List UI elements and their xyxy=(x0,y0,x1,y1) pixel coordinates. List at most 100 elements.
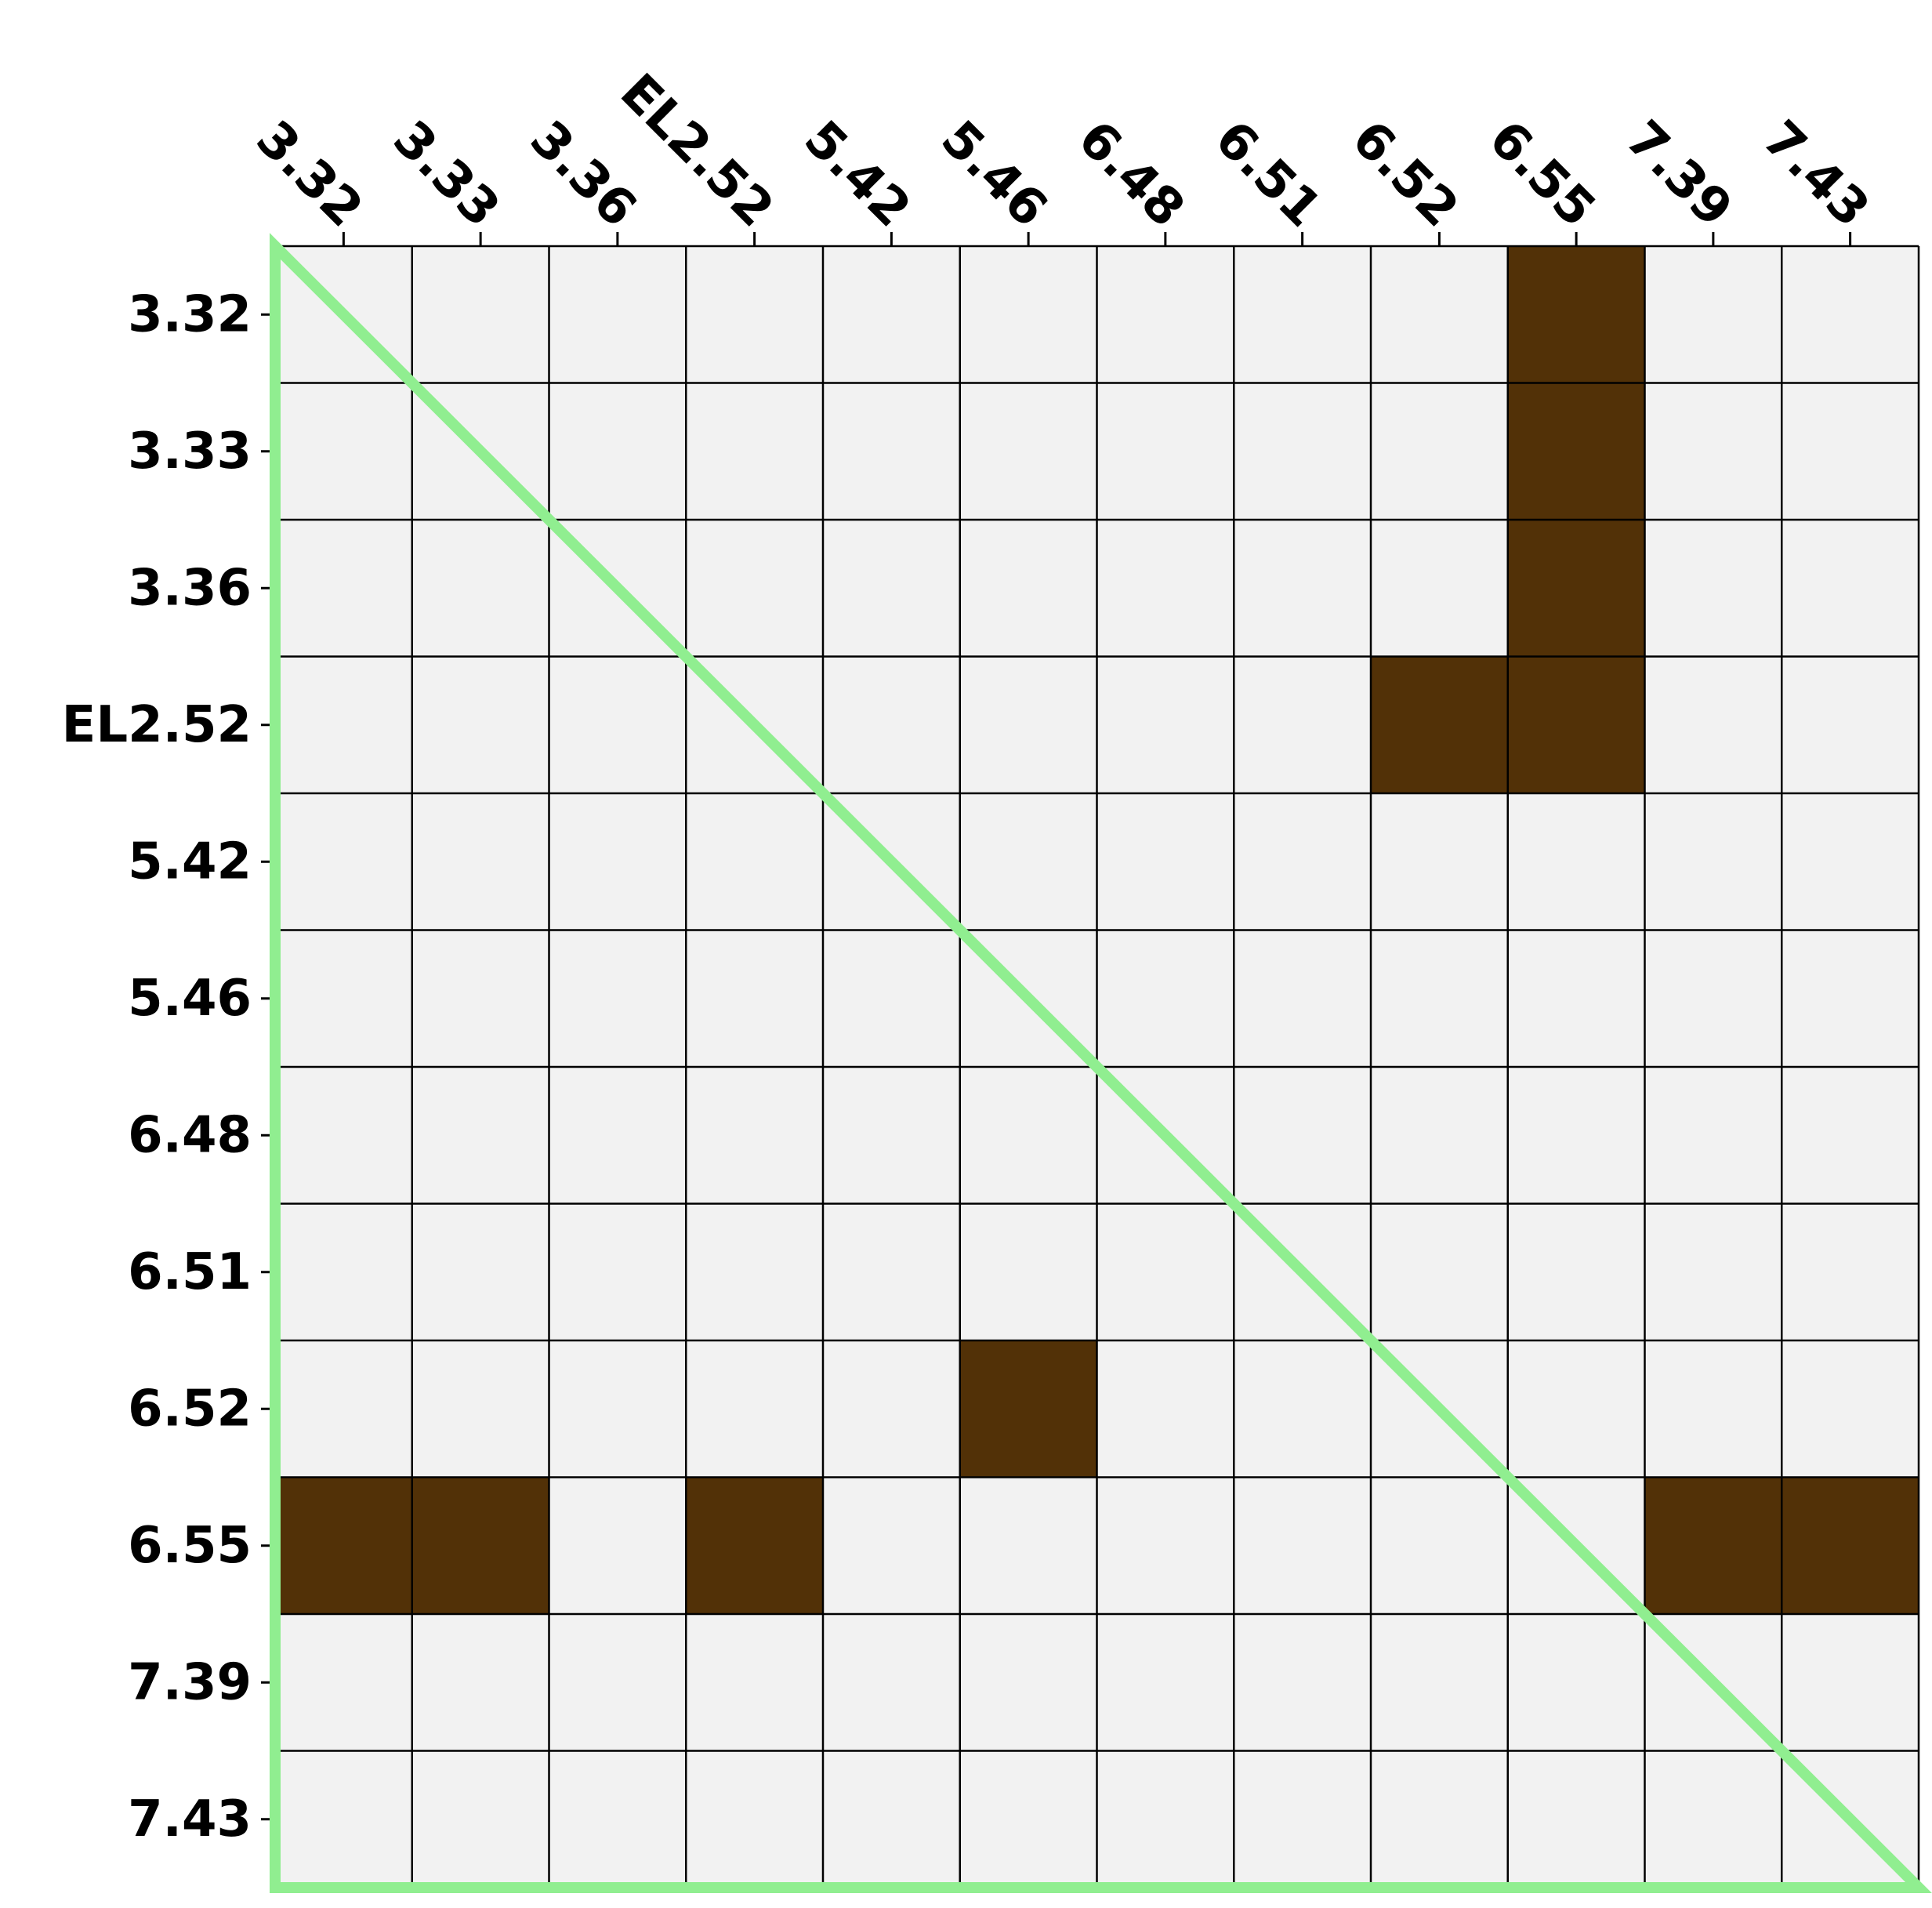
heatmap-cell-6-5 xyxy=(959,1067,1097,1204)
x-axis-ticks xyxy=(342,232,1852,246)
x-tick-label: 6.51 xyxy=(1204,110,1332,238)
heatmap-cell-11-9 xyxy=(1507,1750,1645,1888)
heatmap-cell-3-11 xyxy=(1782,656,1919,793)
heatmap-cell-3-0 xyxy=(275,656,412,793)
y-tick-label: 3.33 xyxy=(128,423,252,481)
heatmap-cell-1-2 xyxy=(549,383,687,520)
heatmap-cell-2-5 xyxy=(959,520,1097,657)
heatmap-cell-6-7 xyxy=(1234,1067,1371,1204)
heatmap-cell-5-10 xyxy=(1644,930,1782,1067)
x-tick-label: 3.32 xyxy=(245,110,374,238)
heatmap-cell-10-0 xyxy=(275,1614,412,1751)
heatmap-cell-4-9 xyxy=(1507,793,1645,930)
heatmap-cell-2-7 xyxy=(1234,520,1371,657)
heatmap-cell-3-4 xyxy=(823,656,960,793)
heatmap-cell-11-6 xyxy=(1096,1750,1234,1888)
heatmap-cell-7-5 xyxy=(959,1203,1097,1340)
heatmap-cell-3-10 xyxy=(1644,656,1782,793)
heatmap-cell-5-9 xyxy=(1507,930,1645,1067)
heatmap-cell-4-6 xyxy=(1096,793,1234,930)
y-tick-label: 7.43 xyxy=(128,1790,252,1848)
heatmap-cell-9-7 xyxy=(1234,1477,1371,1614)
heatmap-cell-10-6 xyxy=(1096,1614,1234,1751)
heatmap-cell-2-11 xyxy=(1782,520,1919,657)
heatmap-cell-10-3 xyxy=(686,1614,823,1751)
heatmap-cells xyxy=(275,246,1919,1888)
heatmap-cell-6-4 xyxy=(823,1067,960,1204)
heatmap-cell-1-9 xyxy=(1507,383,1645,520)
heatmap-cell-2-3 xyxy=(686,520,823,657)
heatmap-cell-10-11 xyxy=(1782,1614,1919,1751)
heatmap-cell-1-0 xyxy=(275,383,412,520)
heatmap-cell-8-2 xyxy=(549,1340,687,1478)
heatmap-cell-9-2 xyxy=(549,1477,687,1614)
lower-triangle-outline xyxy=(270,233,1932,1893)
heatmap-cell-5-2 xyxy=(549,930,687,1067)
y-tick-label: 3.32 xyxy=(128,285,252,343)
heatmap-cell-4-3 xyxy=(686,793,823,930)
heatmap-cell-2-8 xyxy=(1371,520,1508,657)
heatmap-cell-2-6 xyxy=(1096,520,1234,657)
heatmap-cell-5-11 xyxy=(1782,930,1919,1067)
y-tick-label: 7.39 xyxy=(128,1653,252,1711)
heatmap-cell-2-9 xyxy=(1507,520,1645,657)
heatmap-cell-3-2 xyxy=(549,656,687,793)
y-tick-label: 5.42 xyxy=(128,832,252,891)
heatmap-cell-0-6 xyxy=(1096,246,1234,383)
heatmap-cell-10-5 xyxy=(959,1614,1097,1751)
heatmap-cell-4-0 xyxy=(275,793,412,930)
heatmap-cell-8-7 xyxy=(1234,1340,1371,1478)
heatmap-cell-0-1 xyxy=(411,246,549,383)
heatmap-cell-7-8 xyxy=(1371,1203,1508,1340)
heatmap-cell-0-3 xyxy=(686,246,823,383)
y-tick-label: 6.51 xyxy=(128,1243,252,1301)
heatmap-cell-7-1 xyxy=(411,1203,549,1340)
y-tick-label: 5.46 xyxy=(128,970,252,1028)
heatmap-cell-3-5 xyxy=(959,656,1097,793)
triangle-outline xyxy=(270,233,1932,1893)
heatmap-cell-2-0 xyxy=(275,520,412,657)
heatmap-cell-4-2 xyxy=(549,793,687,930)
heatmap-cell-11-3 xyxy=(686,1750,823,1888)
heatmap-cell-10-7 xyxy=(1234,1614,1371,1751)
heatmap-cell-5-1 xyxy=(411,930,549,1067)
y-tick-label: 6.55 xyxy=(128,1517,252,1575)
heatmap-cell-0-11 xyxy=(1782,246,1919,383)
heatmap-cell-5-6 xyxy=(1096,930,1234,1067)
heatmap-cell-7-3 xyxy=(686,1203,823,1340)
x-tick-label: 7.39 xyxy=(1615,110,1743,238)
heatmap-cell-0-4 xyxy=(823,246,960,383)
heatmap-cell-7-10 xyxy=(1644,1203,1782,1340)
heatmap-cell-8-4 xyxy=(823,1340,960,1478)
heatmap-cell-2-1 xyxy=(411,520,549,657)
heatmap-cell-5-7 xyxy=(1234,930,1371,1067)
heatmap-cell-6-10 xyxy=(1644,1067,1782,1204)
heatmap-cell-0-8 xyxy=(1371,246,1508,383)
heatmap-cell-10-2 xyxy=(549,1614,687,1751)
heatmap-cell-6-1 xyxy=(411,1067,549,1204)
heatmap-cell-9-3 xyxy=(686,1477,823,1614)
heatmap-cell-1-11 xyxy=(1782,383,1919,520)
heatmap-cell-6-0 xyxy=(275,1067,412,1204)
x-tick-label: 5.46 xyxy=(930,110,1058,238)
heatmap-cell-5-4 xyxy=(823,930,960,1067)
heatmap-cell-2-4 xyxy=(823,520,960,657)
heatmap-cell-8-9 xyxy=(1507,1340,1645,1478)
heatmap-cell-5-0 xyxy=(275,930,412,1067)
heatmap-cell-7-0 xyxy=(275,1203,412,1340)
heatmap-cell-9-4 xyxy=(823,1477,960,1614)
heatmap-cell-11-7 xyxy=(1234,1750,1371,1888)
heatmap-cell-6-8 xyxy=(1371,1067,1508,1204)
y-tick-label: EL2.52 xyxy=(62,696,252,754)
heatmap-cell-3-8 xyxy=(1371,656,1508,793)
y-tick-label: 6.48 xyxy=(128,1106,252,1164)
heatmap-cell-6-9 xyxy=(1507,1067,1645,1204)
heatmap-cell-6-2 xyxy=(549,1067,687,1204)
heatmap-cell-6-3 xyxy=(686,1067,823,1204)
heatmap-cell-3-1 xyxy=(411,656,549,793)
x-tick-label: 6.52 xyxy=(1341,110,1470,238)
heatmap-cell-9-11 xyxy=(1782,1477,1919,1614)
heatmap-cell-11-0 xyxy=(275,1750,412,1888)
heatmap-cell-0-9 xyxy=(1507,246,1645,383)
x-tick-label: 6.48 xyxy=(1067,110,1195,238)
